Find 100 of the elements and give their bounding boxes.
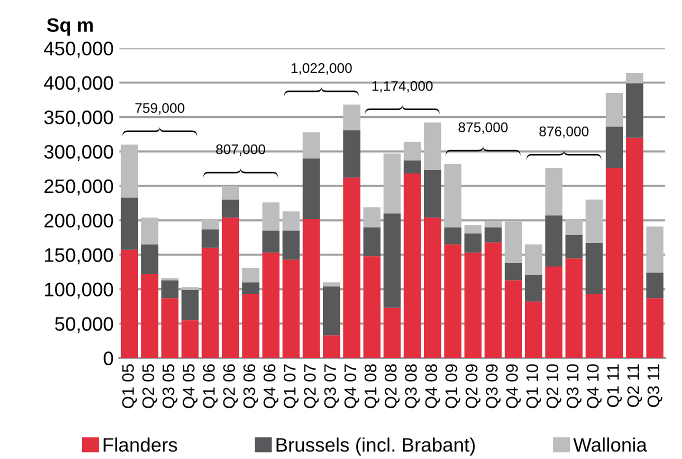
bar [464,233,482,253]
x-tick-label: Q3 09 [486,364,501,408]
bar [504,280,522,358]
bar [545,266,562,358]
bar [404,174,421,358]
x-tick-label: Q1 11 [607,364,622,407]
x-tick-label: Q4 05 [182,364,198,408]
bar [444,164,462,228]
legend-label: Wallonia [573,437,648,452]
x-tick-label: Q2 09 [466,364,480,408]
x-tick-label: Q4 07 [344,364,360,408]
annotation: 875,000 [458,122,508,134]
x-tick-label: Q4 06 [264,364,278,408]
bar [424,170,442,218]
bar [120,198,138,250]
x-tick-label: Q2 08 [384,364,400,408]
bar [384,154,401,214]
bar [322,335,340,358]
x-tick-label: Q3 10 [566,364,582,408]
bar [444,244,462,358]
y-tick-label: 50,000 [55,317,114,334]
x-tick-label: Q4 10 [586,364,602,408]
bar [525,274,542,302]
annotation: 807,000 [216,144,266,156]
bar [545,168,562,216]
y-tick-label: 400,000 [44,76,114,92]
bar [646,226,664,273]
y-tick-label: 150,000 [45,248,114,264]
bar [565,258,583,358]
bar [586,243,603,294]
annotation: 1,174,000 [372,81,433,93]
x-tick-label: Q2 10 [546,364,562,408]
x-tick-label: Q4 08 [425,364,440,408]
y-tick-label: 100,000 [45,282,114,299]
bar [424,122,442,170]
bar [464,225,482,234]
bar [242,282,260,294]
bar [606,126,624,168]
bar [222,218,240,358]
y-tick-label: 450,000 [44,42,114,58]
annotation: 1,022,000 [292,63,352,75]
bar [626,72,644,84]
bar [322,282,340,286]
bar [384,308,401,358]
x-tick-label: Q1 05 [122,364,137,408]
bar [343,130,360,178]
bar [181,290,199,320]
bar [222,200,240,218]
bar [120,250,138,358]
x-tick-label: Q2 06 [223,364,238,408]
x-tick-label: Q2 11 [627,364,642,407]
x-tick-label: Q1 08 [364,364,380,408]
bar [586,200,603,244]
bar [384,213,401,308]
bar [242,268,260,282]
x-tick-label: Q4 09 [506,364,521,408]
bar [646,272,664,298]
bar [343,178,360,358]
bar [606,92,624,127]
bar [120,144,138,198]
bar [484,221,502,228]
bar [161,298,178,358]
bar [322,286,340,336]
bar [363,227,381,256]
legend-label: Flanders [104,437,178,452]
x-tick-label: Q1 10 [526,364,542,408]
y-tick-label: 300,000 [44,144,114,162]
bar [424,218,442,358]
bar [464,252,482,358]
bar [181,287,199,290]
bar [222,186,240,200]
x-tick-label: Q3 11 [648,364,662,407]
bar [404,160,421,174]
x-tick-label: Q3 05 [162,364,178,408]
bar [262,230,280,253]
y-tick-label: 200,000 [44,214,114,230]
x-tick-label: Q3 08 [405,364,420,408]
bar [525,302,542,358]
bar [181,320,199,358]
bar [525,244,542,275]
bar [302,132,320,158]
bar [282,260,300,358]
bar [606,168,624,358]
annotation: 876,000 [539,126,588,138]
bar [646,298,664,358]
y-tick-label: 250,000 [44,179,114,196]
bar [626,83,644,138]
bar [202,218,219,230]
x-tick-label: Q1 06 [202,364,218,408]
bar [242,294,260,358]
legend-label: Brussels (incl. Brabant) [276,437,475,456]
y-tick-label: 350,000 [44,110,114,127]
x-tick-label: Q1 09 [445,364,460,408]
bar [161,280,178,298]
bar [545,216,562,266]
bar [282,230,300,260]
bar [343,104,360,130]
bar [302,218,320,358]
y-axis-title: Sq m [47,18,93,36]
bar [141,244,158,274]
